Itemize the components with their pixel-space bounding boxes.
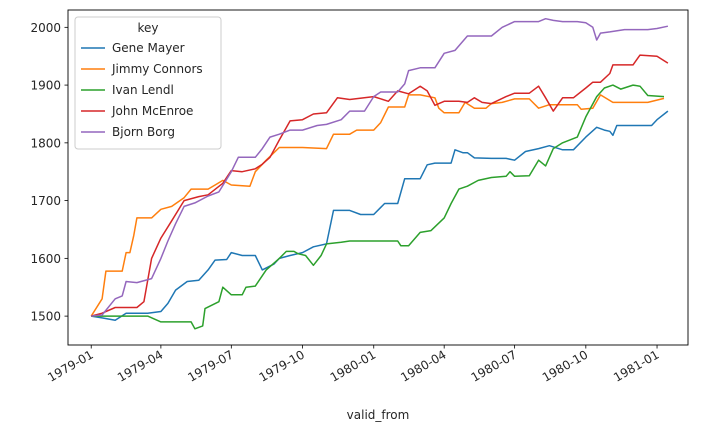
y-tick-label: 1800 (30, 136, 61, 150)
y-tick-label: 1600 (30, 252, 61, 266)
series-line-jimmy-connors (90, 94, 665, 317)
legend: key Gene Mayer Jimmy Connors Ivan Lendl Joh… (74, 16, 222, 150)
y-tick-label: 2000 (30, 21, 61, 35)
series-lines (90, 17, 669, 330)
legend-title: key (137, 21, 158, 35)
y-tick-label: 1900 (30, 79, 61, 93)
plot-frame (67, 9, 689, 346)
legend-label-jimmy-connors: Jimmy Connors (111, 62, 203, 76)
legend-items: Gene Mayer Jimmy Connors Ivan Lendl John Mc… (81, 41, 203, 139)
legend-label-bjorn-borg: Bjorn Borg (112, 125, 175, 139)
legend-label-gene-mayer: Gene Mayer (112, 41, 185, 55)
y-tick-label: 1700 (30, 194, 61, 208)
y-tick-label: 1500 (30, 310, 61, 324)
series-line-bjorn-borg (91, 17, 669, 317)
legend-label-ivan-lendl: Ivan Lendl (112, 83, 174, 97)
legend-frame (74, 16, 222, 150)
y-axis: 1500 1600 1700 1800 1900 2000 (30, 21, 68, 324)
series-line-ivan-lendl (91, 84, 665, 330)
series-line-gene-mayer (91, 110, 669, 321)
legend-label-john-mcenroe: John McEnroe (111, 104, 193, 118)
series-line-john-mcenroe (91, 54, 669, 317)
x-axis-title: valid_from (347, 408, 410, 422)
